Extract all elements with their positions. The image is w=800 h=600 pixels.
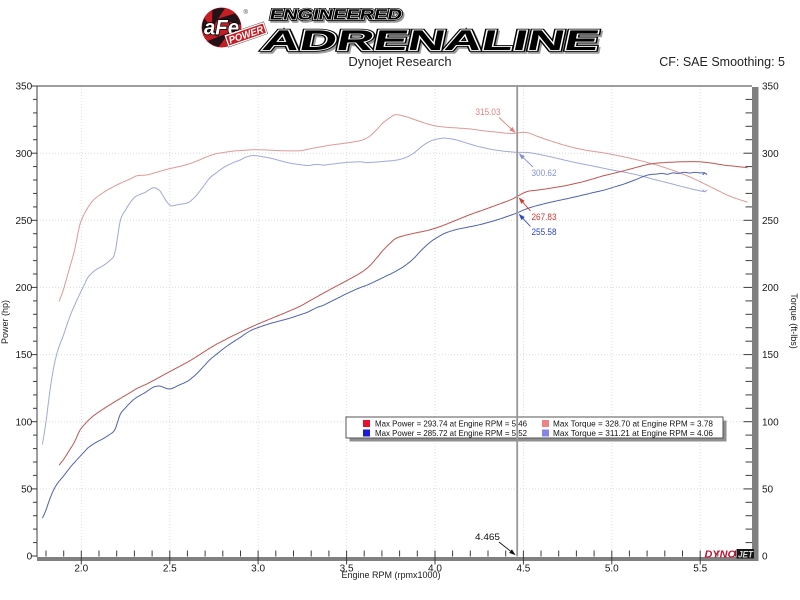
svg-text:Max Torque = 311.21 at Engine: Max Torque = 311.21 at Engine RPM = 4.06 bbox=[553, 428, 713, 438]
svg-text:Max Torque = 328.70 at Engine: Max Torque = 328.70 at Engine RPM = 3.78 bbox=[553, 419, 713, 429]
svg-text:300: 300 bbox=[16, 149, 33, 160]
svg-text:200: 200 bbox=[762, 283, 779, 294]
svg-text:ENGINEERED: ENGINEERED bbox=[268, 7, 404, 24]
svg-text:250: 250 bbox=[762, 216, 779, 227]
svg-text:ADRENALINE: ADRENALINE bbox=[260, 25, 603, 57]
svg-text:Max Power = 293.74 at Engine R: Max Power = 293.74 at Engine RPM = 5.46 bbox=[375, 419, 527, 429]
svg-text:100: 100 bbox=[762, 417, 779, 428]
svg-text:315.03: 315.03 bbox=[476, 107, 501, 117]
svg-text:50: 50 bbox=[762, 485, 774, 496]
svg-text:5.5: 5.5 bbox=[693, 564, 707, 575]
svg-text:0: 0 bbox=[27, 552, 33, 563]
svg-text:JET: JET bbox=[738, 550, 754, 560]
svg-text:DYNO: DYNO bbox=[705, 550, 737, 561]
svg-text:350: 350 bbox=[762, 82, 779, 93]
svg-text:150: 150 bbox=[16, 350, 33, 361]
svg-text:2.0: 2.0 bbox=[74, 564, 88, 575]
svg-text:ADRENALINE: ADRENALINE bbox=[260, 25, 603, 57]
svg-text:3.0: 3.0 bbox=[251, 564, 265, 575]
svg-text:0: 0 bbox=[762, 552, 768, 563]
svg-text:4.0: 4.0 bbox=[428, 564, 442, 575]
svg-text:50: 50 bbox=[21, 485, 33, 496]
svg-text:5.0: 5.0 bbox=[605, 564, 619, 575]
svg-text:Dynojet Research: Dynojet Research bbox=[348, 54, 451, 69]
svg-text:Engine RPM (rpmx1000): Engine RPM (rpmx1000) bbox=[341, 570, 440, 580]
svg-text:®: ® bbox=[244, 9, 249, 16]
svg-text:Power (hp): Power (hp) bbox=[0, 300, 10, 344]
svg-text:2.5: 2.5 bbox=[163, 564, 177, 575]
svg-text:4.465: 4.465 bbox=[475, 532, 500, 542]
svg-text:350: 350 bbox=[16, 82, 33, 93]
svg-text:300.62: 300.62 bbox=[532, 168, 557, 178]
svg-text:Torque (ft-lbs): Torque (ft-lbs) bbox=[789, 293, 799, 349]
svg-text:ADRENALINE: ADRENALINE bbox=[260, 25, 603, 57]
svg-text:Max Power = 285.72 at Engine R: Max Power = 285.72 at Engine RPM = 5.52 bbox=[375, 428, 527, 438]
svg-text:3.5: 3.5 bbox=[340, 564, 354, 575]
svg-text:267.83: 267.83 bbox=[532, 212, 557, 222]
svg-text:150: 150 bbox=[762, 350, 779, 361]
svg-text:100: 100 bbox=[16, 417, 33, 428]
svg-text:300: 300 bbox=[762, 149, 779, 160]
svg-text:255.58: 255.58 bbox=[532, 227, 557, 237]
svg-text:ENGINEERED: ENGINEERED bbox=[268, 7, 404, 24]
svg-text:ENGINEERED: ENGINEERED bbox=[268, 7, 404, 24]
svg-text:CF: SAE Smoothing: 5: CF: SAE Smoothing: 5 bbox=[659, 55, 785, 69]
svg-text:250: 250 bbox=[16, 216, 33, 227]
svg-text:ENGINEERED: ENGINEERED bbox=[270, 9, 406, 26]
svg-text:4.5: 4.5 bbox=[516, 564, 530, 575]
svg-text:200: 200 bbox=[16, 283, 33, 294]
svg-text:ADRENALINE: ADRENALINE bbox=[261, 27, 604, 59]
